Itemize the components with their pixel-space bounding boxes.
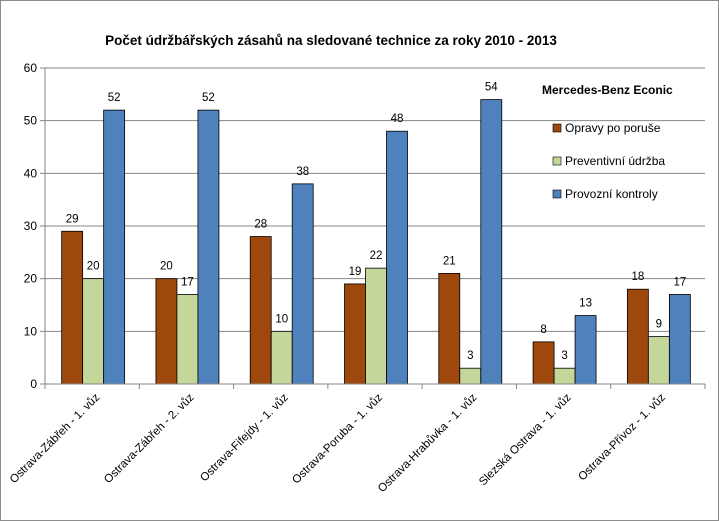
- data-label: 20: [87, 261, 100, 273]
- data-label: 17: [673, 276, 686, 288]
- bar: [176, 294, 199, 385]
- data-label: 54: [485, 82, 498, 94]
- data-label: 52: [108, 92, 121, 104]
- bar: [197, 109, 220, 385]
- category-label: Ostrava-Hrabůvka - 1. vůz: [376, 391, 480, 495]
- data-label: 20: [160, 261, 173, 273]
- y-tick-label: 0: [30, 377, 37, 391]
- chart-title: Počet údržbářských zásahů na sledované t…: [105, 33, 557, 48]
- data-label: 28: [254, 219, 267, 231]
- data-label: 29: [66, 213, 79, 225]
- y-tick-label: 60: [24, 61, 38, 75]
- bar: [438, 272, 461, 385]
- bar: [155, 278, 178, 385]
- bar: [574, 315, 597, 385]
- data-label: 48: [391, 113, 404, 125]
- data-label: 3: [561, 350, 567, 362]
- category-label: Ostrava-Zábřeh - 1. vůz: [8, 391, 103, 486]
- data-label: 8: [540, 324, 546, 336]
- bar: [365, 267, 387, 385]
- legend-label: Preventivní údržba: [565, 154, 665, 168]
- legend-swatch: [552, 123, 562, 133]
- bars: [61, 99, 691, 385]
- bar: [344, 283, 366, 385]
- category-label: Ostrava-Poruba - 1. vůz: [290, 391, 385, 486]
- bar: [386, 130, 408, 385]
- data-label: 38: [296, 166, 309, 178]
- legend-swatch: [552, 189, 562, 199]
- category-label: Ostrava-Fifejdy - 1. vůz: [198, 391, 291, 484]
- data-label: 9: [656, 319, 662, 331]
- legend-label: Provozní kontroly: [565, 187, 658, 201]
- bar: [553, 367, 576, 385]
- bar: [480, 99, 503, 385]
- data-label: 10: [275, 313, 288, 325]
- data-label: 17: [181, 276, 194, 288]
- y-tick-label: 50: [24, 114, 38, 128]
- bar: [103, 109, 126, 385]
- bar: [626, 288, 649, 385]
- bar: [459, 367, 482, 385]
- category-label: Ostrava-Zábřeh - 2. vůz: [102, 391, 197, 486]
- category-labels: Ostrava-Zábřeh - 1. vůz Ostrava-Zábřeh - …: [8, 391, 668, 495]
- axes: 0 10 20 30 40 50 60: [24, 61, 706, 391]
- y-tick-label: 40: [24, 166, 38, 180]
- legend: Mercedes-Benz Econic Opravy po poruše Pre…: [542, 83, 673, 201]
- bar: [668, 294, 691, 385]
- data-label: 52: [202, 92, 215, 104]
- y-tick-label: 30: [24, 219, 38, 233]
- bar: [61, 230, 84, 385]
- legend-swatch: [552, 156, 562, 166]
- bar: [291, 183, 314, 385]
- data-label: 13: [579, 298, 592, 310]
- data-label: 22: [370, 250, 383, 262]
- bar: [270, 330, 293, 385]
- data-label: 21: [443, 255, 456, 267]
- data-label: 3: [467, 350, 473, 362]
- bar: [82, 278, 105, 385]
- legend-title: Mercedes-Benz Econic: [542, 83, 673, 97]
- y-tick-label: 10: [24, 324, 38, 338]
- category-label: Ostrava-Přívoz - 1. vůz: [576, 391, 668, 483]
- data-label: 19: [349, 266, 362, 278]
- bar: [249, 236, 272, 385]
- legend-label: Opravy po poruše: [565, 121, 661, 135]
- bar: [647, 336, 670, 385]
- y-tick-label: 20: [24, 272, 38, 286]
- category-label: Slezská Ostrava - 1. vůz: [477, 391, 574, 488]
- bar: [532, 341, 555, 385]
- data-label: 18: [631, 271, 644, 283]
- data-labels: 29 20 52 20 17 52 28 10 38 19 22 48 21 3 54 8 3 13 18 9 17: [66, 82, 687, 363]
